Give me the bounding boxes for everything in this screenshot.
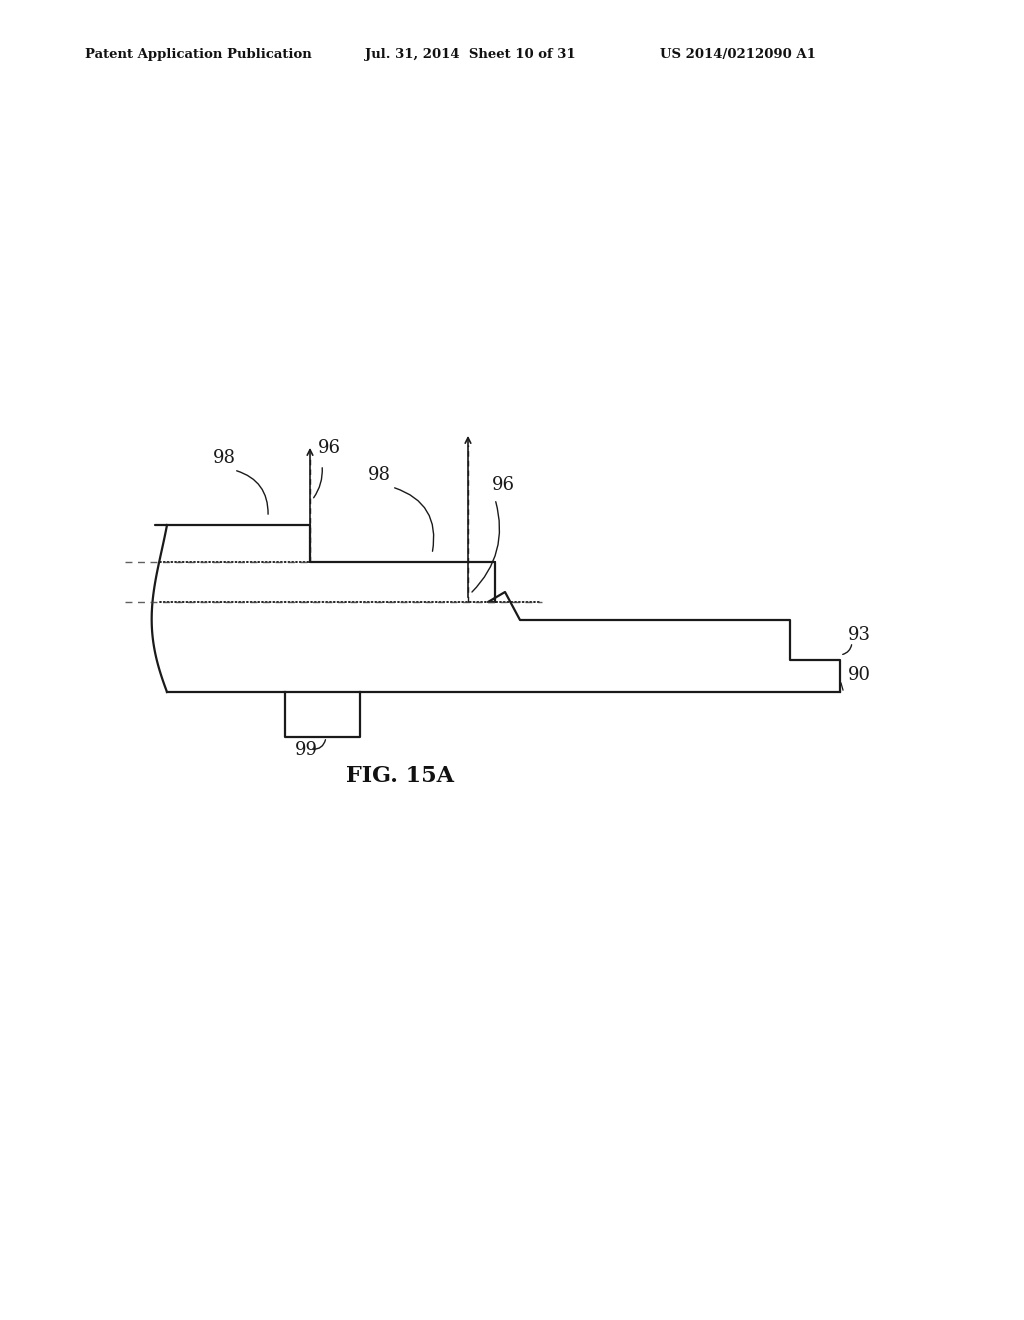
Text: Jul. 31, 2014  Sheet 10 of 31: Jul. 31, 2014 Sheet 10 of 31 xyxy=(365,48,575,61)
Text: FIG. 15A: FIG. 15A xyxy=(346,766,454,787)
Text: 96: 96 xyxy=(492,477,515,494)
Text: 98: 98 xyxy=(368,466,391,484)
Text: 99: 99 xyxy=(295,741,318,759)
Text: 96: 96 xyxy=(318,440,341,457)
Text: 93: 93 xyxy=(848,626,871,644)
Text: US 2014/0212090 A1: US 2014/0212090 A1 xyxy=(660,48,816,61)
Text: 90: 90 xyxy=(848,667,871,684)
Text: 98: 98 xyxy=(213,449,236,467)
Text: Patent Application Publication: Patent Application Publication xyxy=(85,48,311,61)
